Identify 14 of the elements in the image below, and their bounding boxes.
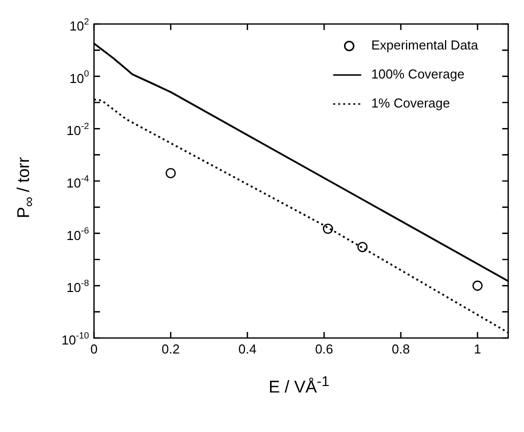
point [166,168,176,178]
x-tick-label: 0.8 [392,342,410,357]
x-tick-label: 0.2 [162,342,180,357]
point [472,280,483,291]
x-axis-title: E / VÅ$^{-1}$ [268,374,330,398]
x-tick-label: 1 [474,342,482,357]
point [357,242,368,252]
legend-label: 1% Coverage [371,96,450,111]
legend-label: 100% Coverage [371,66,464,82]
point [322,224,334,234]
x-tick-label: 0.4 [238,342,256,357]
legend-label: Experimental Data [371,38,479,53]
x-tick-label: 0 [90,342,98,357]
x-tick-label: 0.6 [315,342,334,357]
